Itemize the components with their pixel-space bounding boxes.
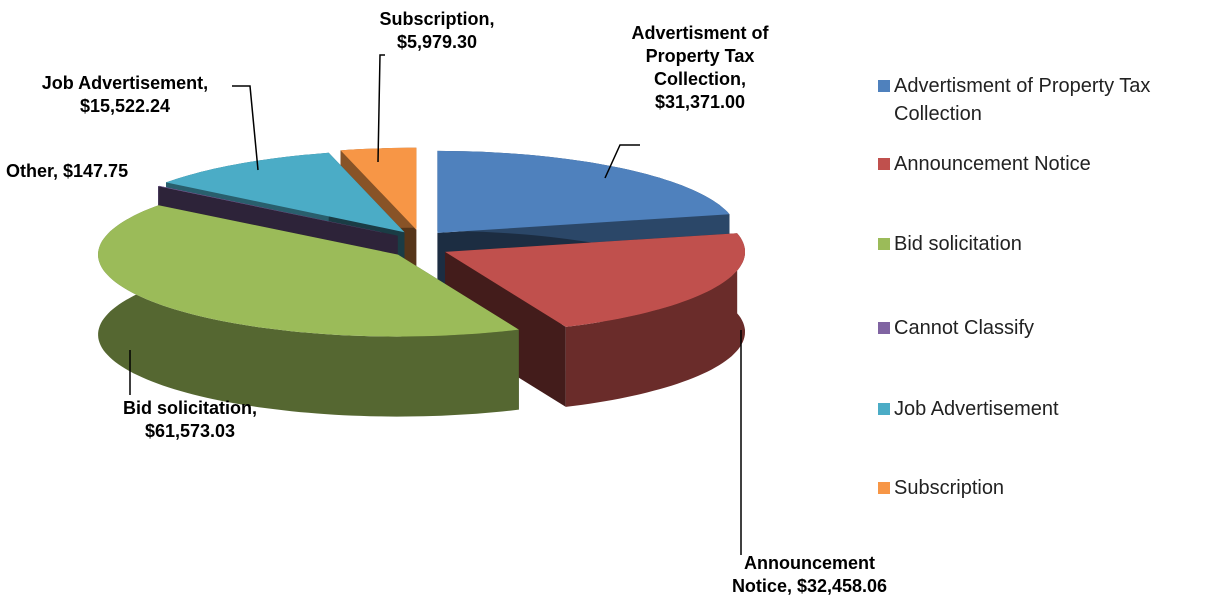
- slice: [158, 185, 398, 236]
- legend-label: Job Advertisement: [894, 398, 1059, 420]
- slice: [445, 233, 745, 327]
- slice-side: [565, 233, 745, 407]
- legend-item: Cannot Classify: [878, 314, 1220, 342]
- data-label: Other, $147.75: [6, 161, 129, 181]
- legend-label: Subscription: [894, 477, 1005, 499]
- data-label: Announcement Notice, $32,458.06: [731, 553, 888, 596]
- data-label: Advertisment of Property Tax Collection,…: [631, 23, 769, 112]
- legend-item: Advertisment of Property Tax Collection: [878, 72, 1220, 128]
- legend-label: Announcement Notice: [894, 153, 1091, 175]
- legend-swatch: [878, 403, 890, 415]
- slice: [98, 205, 519, 337]
- leader-line: [377, 54, 385, 163]
- legend-label: Advertisment of Property Tax Collection: [894, 75, 1151, 125]
- legend-item: Bid solicitation: [878, 230, 1220, 258]
- legend-swatch: [878, 322, 890, 334]
- legend-label: Bid solicitation: [894, 233, 1022, 255]
- legend-swatch: [878, 482, 890, 494]
- leader-line: [232, 85, 259, 171]
- slice: [340, 147, 417, 230]
- legend-item: Subscription: [878, 474, 1220, 502]
- data-label: Job Advertisement, $15,522.24: [41, 73, 209, 116]
- data-label: Subscription, $5,979.30: [379, 9, 495, 52]
- legend-item: Job Advertisement: [878, 395, 1220, 423]
- data-label: Bid solicitation, $61,573.03: [122, 398, 257, 441]
- slice-group: [98, 205, 519, 417]
- slice: [437, 150, 730, 233]
- leader-line: [604, 144, 640, 179]
- legend-swatch: [878, 158, 890, 170]
- legend-label: Cannot Classify: [894, 317, 1035, 339]
- legend-swatch: [878, 238, 890, 250]
- legend-item: Announcement Notice: [878, 150, 1220, 178]
- leader-lines: [129, 54, 742, 555]
- legend-swatch: [878, 80, 890, 92]
- slice-side: [98, 205, 519, 417]
- slice: [166, 152, 405, 233]
